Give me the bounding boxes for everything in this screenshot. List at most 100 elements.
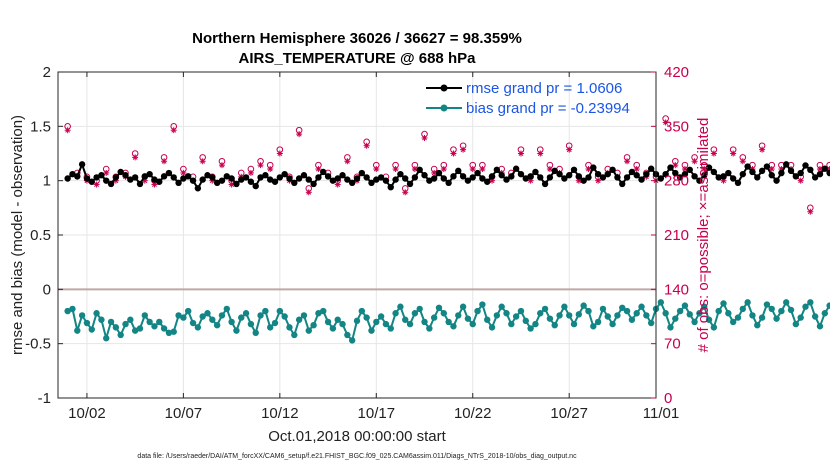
bias-point xyxy=(503,310,510,317)
bias-point xyxy=(556,312,563,319)
y-tick-label-right: 350 xyxy=(664,118,689,135)
rmse-point xyxy=(527,173,534,180)
bias-point xyxy=(440,310,448,317)
rmse-point xyxy=(778,169,785,177)
rmse-point xyxy=(701,172,708,179)
obs-assimilated-stroke xyxy=(460,147,466,153)
obs-assimilated-stroke xyxy=(344,158,350,164)
rmse-point xyxy=(681,170,689,178)
y-tick-label-right: 0 xyxy=(664,390,672,407)
bias-point xyxy=(647,319,655,327)
bias-point xyxy=(773,315,780,322)
obs-assimilated-stroke xyxy=(634,166,640,172)
obs-assimilated-stroke xyxy=(422,135,427,141)
bias-point xyxy=(373,318,380,326)
rmse-point xyxy=(662,170,669,178)
rmse-point xyxy=(686,166,693,173)
obs-assimilated-stroke xyxy=(711,151,717,156)
rmse-point xyxy=(136,180,144,188)
rmse-point xyxy=(78,161,86,168)
bias-point xyxy=(344,331,351,339)
bias-point xyxy=(266,324,274,331)
rmse-point xyxy=(382,177,390,184)
obs-assimilated-point xyxy=(315,166,322,173)
bias-point xyxy=(151,323,158,330)
obs-assimilated-point xyxy=(402,189,409,196)
bias-point xyxy=(180,314,187,321)
rmse-point xyxy=(474,169,481,177)
bias-point xyxy=(83,319,91,327)
bias-point xyxy=(218,312,226,319)
rmse-point xyxy=(402,175,409,182)
rmse-point xyxy=(295,175,303,182)
rmse-point xyxy=(127,176,134,183)
bias-point xyxy=(455,312,462,319)
bias-point xyxy=(421,318,428,326)
bias-point xyxy=(74,327,81,334)
bias-point xyxy=(185,307,192,315)
rmse-point xyxy=(522,175,529,182)
bias-point xyxy=(686,311,693,318)
rmse-point xyxy=(107,180,115,188)
obs-assimilated-point xyxy=(624,158,631,165)
obs-assimilated-point xyxy=(64,127,71,134)
bias-point xyxy=(691,318,698,326)
y-tick-label-right: 420 xyxy=(664,64,689,81)
rmse-point xyxy=(233,180,240,188)
bias-point xyxy=(199,313,206,320)
bias-point xyxy=(459,303,467,310)
obs-assimilated-stroke xyxy=(759,147,765,153)
bias-point xyxy=(69,305,76,313)
obs-assimilated-stroke xyxy=(769,166,775,172)
rmse-point xyxy=(397,170,404,178)
obs-assimilated-point xyxy=(267,166,274,173)
rmse-point xyxy=(667,164,674,171)
rmse-point xyxy=(643,170,650,178)
bias-point xyxy=(590,323,597,330)
bias-point xyxy=(580,302,587,309)
obs-assimilated-stroke xyxy=(258,162,264,168)
obs-assimilated-point xyxy=(460,146,467,153)
rmse-point xyxy=(426,177,433,184)
rmse-point xyxy=(238,176,245,183)
x-tick-label: 10/12 xyxy=(261,405,299,422)
rmse-point xyxy=(570,166,578,173)
rmse-point xyxy=(300,172,308,179)
obs-assimilated-stroke xyxy=(402,189,408,195)
rmse-point xyxy=(768,172,775,179)
legend-rmse-label: rmse grand pr = 1.0606 xyxy=(466,80,622,97)
bias-point xyxy=(416,305,423,313)
bias-point xyxy=(802,303,809,310)
y-tick-label-left: 1 xyxy=(43,173,51,190)
rmse-point xyxy=(440,175,448,182)
bias-point xyxy=(754,321,761,329)
bias-point xyxy=(310,321,317,329)
rmse-point xyxy=(291,179,298,187)
bias-point xyxy=(657,299,665,306)
bias-point xyxy=(315,310,322,317)
bias-point xyxy=(98,316,105,323)
bias-point xyxy=(739,305,747,313)
grid-layer xyxy=(58,72,656,398)
obs-assimilated-stroke xyxy=(518,151,524,156)
bias-point xyxy=(348,337,356,344)
rmse-point xyxy=(599,174,607,181)
rmse-point xyxy=(189,177,197,184)
x-tick-label: 10/27 xyxy=(550,405,588,422)
obs-assimilated-stroke xyxy=(450,151,456,156)
rmse-point xyxy=(242,174,250,181)
rmse-point xyxy=(715,174,722,181)
obs-assimilated-point xyxy=(730,150,737,157)
y-tick-label-left: 0 xyxy=(43,281,51,298)
rmse-point xyxy=(247,178,255,185)
bias-point xyxy=(479,301,486,308)
rmse-point xyxy=(74,173,81,180)
bias-point xyxy=(488,324,496,331)
bias-point xyxy=(223,305,230,313)
rmse-point xyxy=(541,180,549,188)
rmse-point xyxy=(816,170,824,178)
bias-point xyxy=(551,321,558,329)
bias-point xyxy=(435,304,443,312)
bias-point xyxy=(681,302,689,309)
